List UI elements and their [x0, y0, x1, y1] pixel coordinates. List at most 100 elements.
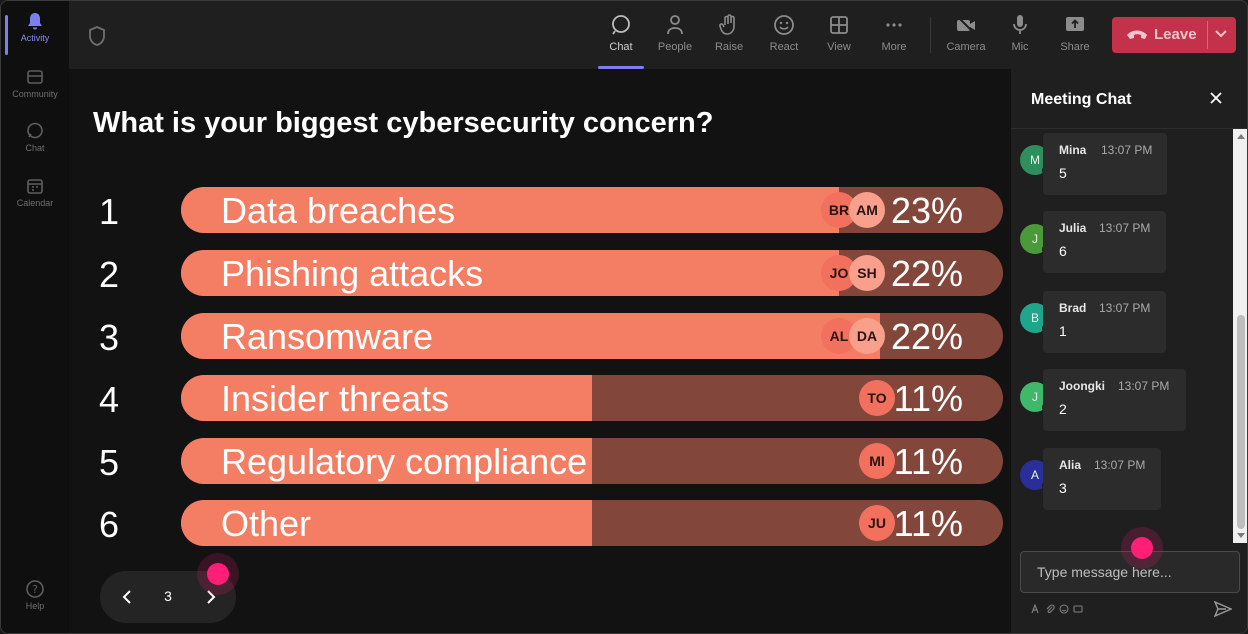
raise-hand-button[interactable]: Raise: [704, 11, 754, 63]
rail-item-label: Activity: [20, 33, 50, 43]
pointer-indicator: [1131, 537, 1153, 559]
chat-message: Brad 13:07 PM 1: [1043, 291, 1166, 353]
chevron-right-icon[interactable]: [204, 589, 218, 605]
chat-title: Meeting Chat: [1031, 91, 1132, 108]
avatar-initial: J: [1032, 232, 1038, 246]
option-label: Ransomware: [221, 316, 434, 357]
grid-view-icon: [830, 16, 848, 34]
page-number: 3: [164, 588, 172, 604]
option-label: Data breaches: [221, 190, 456, 231]
chat-message: Alia 13:07 PM 3: [1043, 448, 1161, 510]
help-icon: ?: [26, 580, 44, 598]
rail-item-chat[interactable]: Chat: [1, 121, 69, 153]
poll-option-row: 4 Insider threats TO 11%: [69, 375, 1011, 421]
chat-message-input[interactable]: [1020, 551, 1240, 593]
more-button[interactable]: More: [869, 11, 919, 63]
avatar-initial: A: [1030, 468, 1039, 482]
leave-button[interactable]: Leave: [1112, 17, 1236, 53]
share-button[interactable]: Share: [1050, 11, 1100, 63]
attach-icon[interactable]: [1045, 604, 1055, 614]
message-text: 3: [1059, 480, 1067, 496]
poll-option-row: 1 Data breaches BR AM 23%: [69, 187, 1011, 233]
people-button-label: People: [657, 41, 693, 53]
more-button-label: More: [881, 41, 907, 53]
sender-name: Mina: [1059, 143, 1087, 157]
option-bar-fill: [181, 313, 880, 359]
react-button-label: React: [769, 41, 799, 53]
option-bar: Phishing attacks JO SH 22%: [181, 250, 1003, 296]
poll-results: What is your biggest cybersecurity conce…: [69, 69, 1011, 633]
scroll-down-arrow-icon[interactable]: [1237, 531, 1245, 539]
chevron-down-icon[interactable]: [1214, 29, 1228, 39]
hand-icon: [719, 14, 735, 35]
close-icon[interactable]: [1209, 91, 1223, 105]
option-bar: Regulatory compliance MI 11%: [181, 438, 1003, 484]
camera-button-label: Camera: [946, 41, 986, 53]
chat-scrollbar[interactable]: [1233, 129, 1247, 543]
view-button[interactable]: View: [814, 11, 864, 63]
leave-divider: [1207, 21, 1208, 49]
raise-button-label: Raise: [714, 41, 744, 53]
scroll-up-arrow-icon[interactable]: [1237, 133, 1245, 141]
message-time: 13:07 PM: [1099, 221, 1151, 235]
sender-name: Julia: [1059, 221, 1087, 235]
option-number: 5: [99, 442, 120, 483]
voter-avatar: AL: [821, 318, 857, 354]
gif-icon[interactable]: [1073, 604, 1083, 614]
react-button[interactable]: React: [759, 11, 809, 63]
rail-item-calendar[interactable]: Calendar: [1, 176, 69, 208]
poll-question: What is your biggest cybersecurity conce…: [93, 107, 714, 139]
message-time: 13:07 PM: [1118, 379, 1170, 393]
option-label: Other: [221, 503, 312, 544]
chat-message: Julia 13:07 PM 6: [1043, 211, 1166, 273]
more-dots-icon: [886, 23, 902, 27]
rail-item-community[interactable]: Community: [1, 67, 69, 99]
voter-avatar: JU: [859, 505, 895, 541]
option-label: Regulatory compliance: [221, 441, 588, 482]
option-number: 2: [99, 254, 120, 295]
shield-icon[interactable]: [87, 25, 107, 47]
scrollbar-thumb[interactable]: [1237, 315, 1245, 529]
share-screen-icon: [1066, 17, 1084, 31]
pointer-indicator: [207, 563, 229, 585]
option-bar-fill: [181, 500, 592, 546]
people-button[interactable]: People: [650, 11, 700, 63]
option-number: 1: [99, 191, 120, 232]
message-time: 13:07 PM: [1099, 301, 1151, 315]
mic-button-label: Mic: [1011, 41, 1029, 53]
rail-item-activity[interactable]: Activity: [1, 11, 69, 55]
svg-text:?: ?: [32, 583, 38, 596]
voter-avatar: TO: [859, 380, 895, 416]
option-label: Phishing attacks: [221, 253, 484, 294]
toolbar-divider: [930, 17, 931, 53]
smiley-icon: [774, 15, 794, 35]
option-bar-fill: [181, 438, 592, 484]
format-text-icon[interactable]: [1031, 604, 1041, 614]
calendar-icon: [27, 179, 43, 194]
mic-icon: [1013, 15, 1027, 34]
emoji-icon[interactable]: [1059, 604, 1069, 614]
chevron-left-icon[interactable]: [120, 589, 134, 605]
leave-button-label: Leave: [1154, 26, 1197, 43]
option-number: 3: [99, 317, 120, 358]
message-text: 6: [1059, 243, 1067, 259]
mic-button[interactable]: Mic: [995, 11, 1045, 63]
camera-button[interactable]: Camera: [941, 11, 991, 63]
chat-header: Meeting Chat: [1011, 69, 1247, 129]
poll-option-row: 2 Phishing attacks JO SH 22%: [69, 250, 1011, 296]
option-percent: 11%: [893, 378, 963, 419]
sender-name: Alia: [1059, 458, 1082, 472]
message-time: 13:07 PM: [1094, 458, 1146, 472]
chat-message: Mina 13:07 PM 5: [1043, 133, 1167, 195]
chat-icon: [612, 15, 630, 35]
send-icon[interactable]: [1214, 601, 1232, 617]
voter-avatar: SH: [849, 255, 885, 291]
chat-message: Joongki 13:07 PM 2: [1043, 369, 1186, 431]
rail-item-help[interactable]: ? Help: [1, 579, 69, 611]
option-bar: Other JU 11%: [181, 500, 1003, 546]
option-bar-fill: [181, 187, 839, 233]
chat-button[interactable]: Chat: [596, 11, 646, 69]
hang-up-icon: [1127, 30, 1147, 39]
app-rail: Activity Community Chat Calendar ? Help: [1, 1, 69, 633]
